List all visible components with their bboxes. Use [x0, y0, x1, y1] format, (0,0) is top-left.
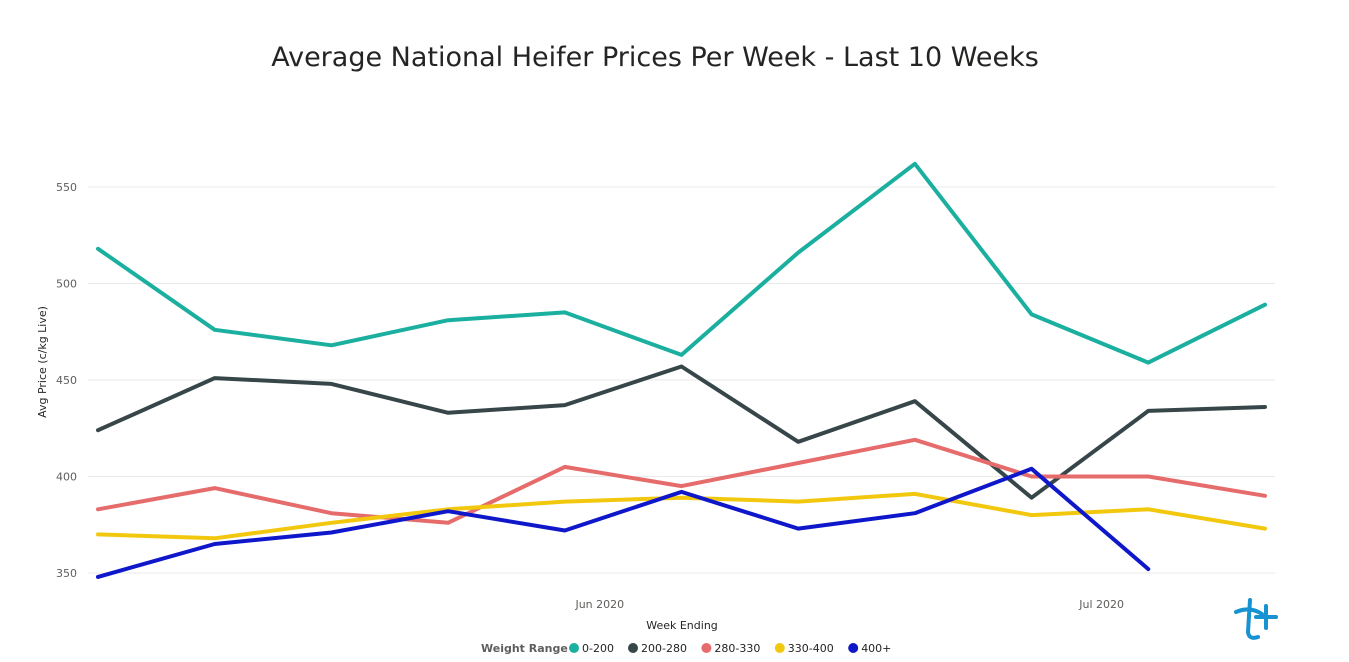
chart-title: Average National Heifer Prices Per Week … — [271, 42, 1039, 73]
legend[interactable]: Weight Range 0-200 200-280 280-330 330-400 40… — [481, 642, 891, 655]
legend-item-label[interactable]: 280-330 — [714, 642, 760, 655]
y-tick-label: 450 — [56, 374, 77, 387]
x-tick-label: Jun 2020 — [574, 598, 624, 611]
legend-item-label[interactable]: 330-400 — [788, 642, 834, 655]
series-line-0-200 — [96, 161, 1267, 365]
y-tick-label: 350 — [56, 567, 77, 580]
y-tick-label: 400 — [56, 471, 77, 484]
series-line-200-280 — [96, 364, 1267, 500]
series-lines — [96, 161, 1267, 579]
series-line-330-400 — [96, 491, 1267, 541]
legend-item-label[interactable]: 400+ — [861, 642, 891, 655]
legend-marker — [628, 643, 638, 653]
legend-item-label[interactable]: 200-280 — [641, 642, 687, 655]
y-axis-label: Avg Price (c/kg Live) — [36, 306, 49, 418]
legend-marker — [774, 643, 785, 653]
x-tick-label: Jul 2020 — [1078, 598, 1124, 611]
legend-item-label[interactable]: 0-200 — [582, 642, 614, 655]
tt-logo-icon — [1234, 598, 1278, 640]
legend-marker — [848, 643, 859, 653]
y-axis-ticks: 350 400 450 500 550 — [56, 181, 77, 580]
series-line-280-330 — [96, 437, 1267, 525]
legend-marker — [569, 643, 579, 653]
series-line-400+ — [96, 466, 1151, 579]
legend-marker — [701, 643, 712, 653]
x-axis-ticks: Jun 2020 Jul 2020 — [574, 598, 1124, 611]
y-tick-label: 500 — [56, 278, 77, 291]
x-axis-label: Week Ending — [646, 619, 718, 632]
y-tick-label: 550 — [56, 181, 77, 194]
legend-title: Weight Range — [481, 642, 568, 655]
